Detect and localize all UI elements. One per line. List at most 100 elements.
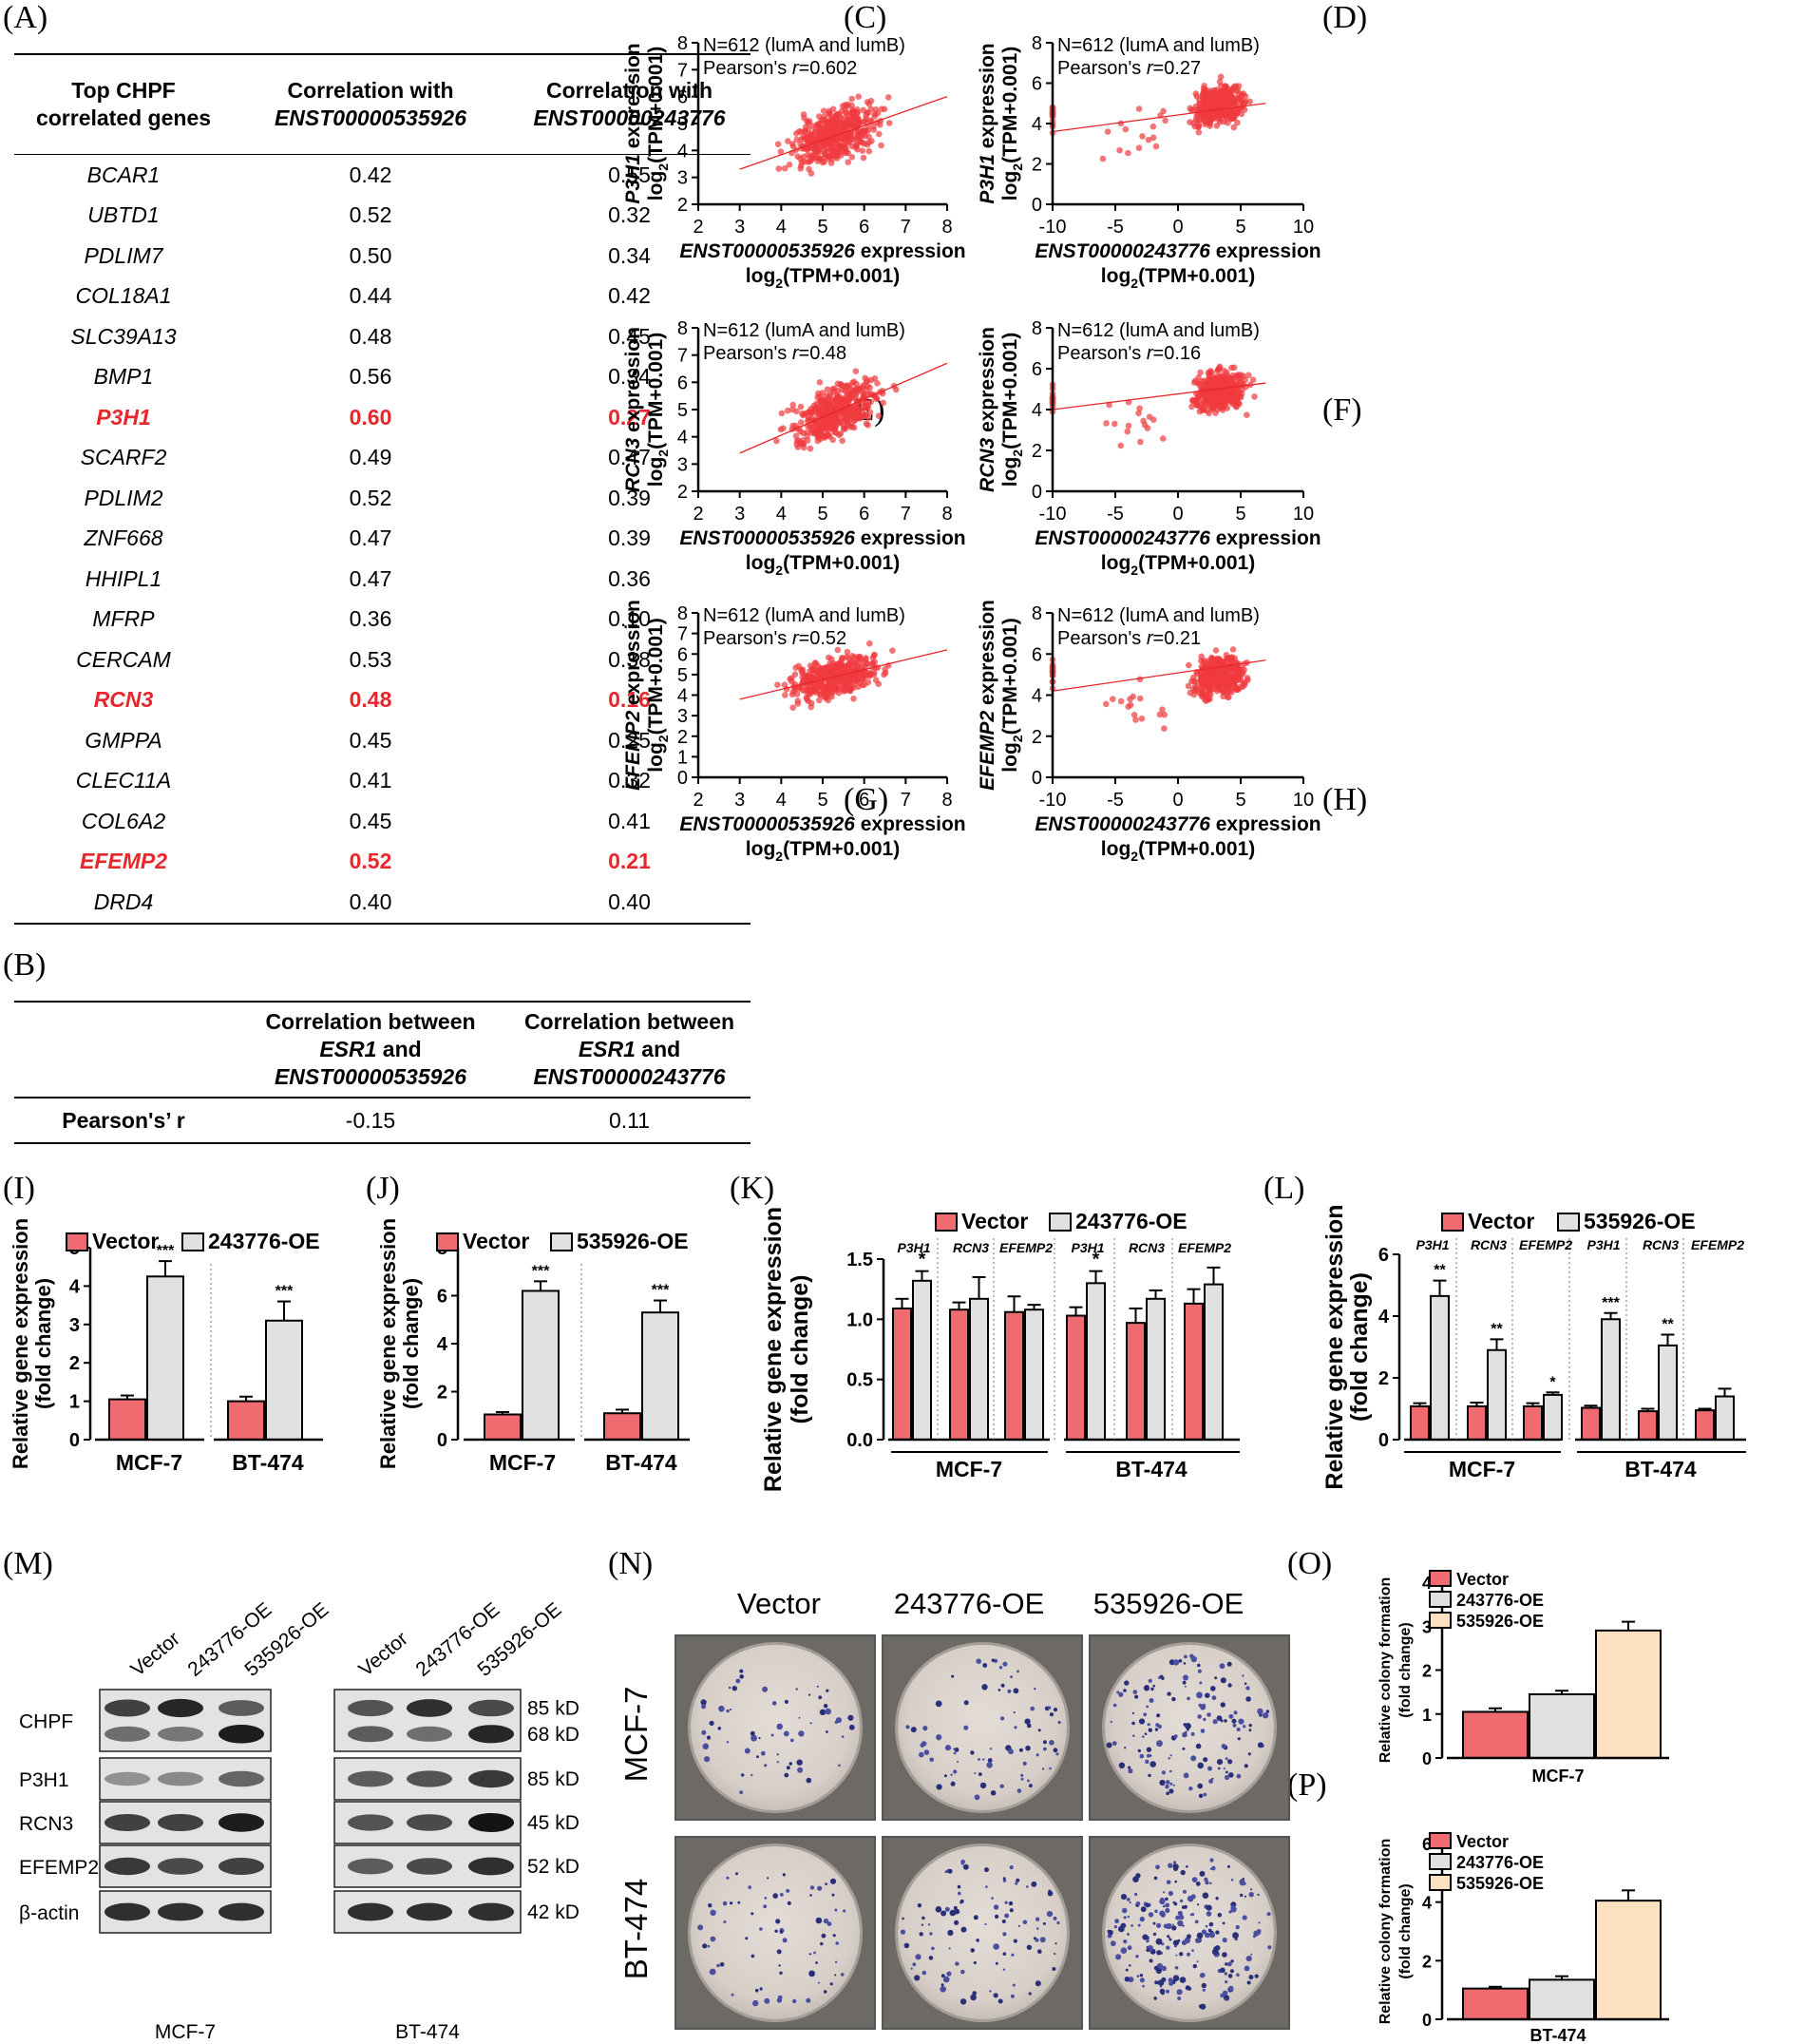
- data-point: [815, 434, 823, 441]
- colony-dot: [1183, 1723, 1188, 1727]
- gene-name: HHIPL1: [85, 565, 162, 591]
- colony-dot: [1188, 1986, 1192, 1991]
- data-point: [889, 647, 896, 654]
- rest: (TPM+0.001): [783, 838, 900, 860]
- header-243776-line2: ENST00000243776: [533, 105, 726, 130]
- colony-dot: [960, 1899, 964, 1903]
- colony-dot: [1266, 1912, 1271, 1917]
- colony-dot: [1036, 1927, 1039, 1930]
- colony-dot: [1230, 1904, 1236, 1910]
- colony-dot: [1190, 1755, 1197, 1762]
- data-point: [1125, 149, 1131, 157]
- table-row: COL6A2 0.45 0.41: [14, 801, 750, 842]
- colony-dot: [978, 1772, 982, 1776]
- protein-band: [407, 1902, 452, 1921]
- colony-dot: [1197, 1903, 1200, 1906]
- panel-label-a: (A): [3, 0, 48, 35]
- colony-dot: [1195, 1938, 1201, 1943]
- colony-dot: [1238, 1718, 1244, 1725]
- bar: [1601, 1318, 1621, 1441]
- colony-dot: [1166, 1922, 1172, 1930]
- colony-dot: [750, 1734, 757, 1742]
- colony-dot: [1182, 1924, 1185, 1927]
- corr-535926: 0.45: [349, 808, 392, 833]
- colony-dot: [834, 1908, 838, 1912]
- pearson-label: Pearson's r=0.52: [703, 628, 846, 649]
- header-esr1-243776-line3: ENST00000243776: [533, 1064, 726, 1089]
- colony-dot: [843, 1909, 846, 1913]
- corr-535926: 0.52: [349, 202, 392, 228]
- colony-dot: [1168, 1788, 1174, 1794]
- colony-dot: [735, 1678, 741, 1684]
- colony-dot: [1131, 1711, 1134, 1714]
- data-point: [838, 681, 846, 688]
- colony-dot: [1166, 1791, 1169, 1796]
- data-point: [775, 165, 783, 172]
- colony-dot: [1147, 1753, 1150, 1758]
- data-point: [843, 676, 849, 682]
- data-point: [819, 673, 826, 679]
- colony-dot: [764, 1997, 770, 2004]
- rest: (TPM+0.001): [999, 47, 1021, 163]
- bar: [1086, 1282, 1106, 1442]
- petri-dish: [1102, 1843, 1277, 2022]
- colony-dot: [744, 1748, 750, 1754]
- data-point: [808, 131, 814, 139]
- data-point: [1199, 93, 1206, 100]
- colony-dot: [741, 1773, 745, 1777]
- colony-dot: [902, 1917, 904, 1920]
- colony-dot: [1220, 1702, 1226, 1708]
- x-axis-transcript: ENST00000535926: [679, 813, 855, 835]
- y-tick-label: 8: [677, 603, 688, 624]
- y-tick-label: 2: [1378, 1368, 1389, 1389]
- header-esr1-535926-and: and: [382, 1037, 422, 1061]
- corr-243776: 0.32: [608, 202, 651, 228]
- colony-dot: [825, 1882, 827, 1885]
- colony-dot: [841, 1735, 845, 1738]
- data-point: [773, 437, 780, 445]
- panel-label-g: (G): [844, 782, 889, 817]
- gene-name: P3H1: [96, 404, 151, 430]
- data-point: [1212, 647, 1220, 654]
- colony-dot: [957, 1884, 961, 1889]
- colony-dot: [1155, 1864, 1160, 1870]
- colony-dots: [905, 1658, 1061, 1801]
- data-point: [854, 120, 862, 127]
- bar: [1146, 1297, 1166, 1442]
- y-axis-log-label: log2(TPM+0.001): [999, 333, 1025, 487]
- log: log: [999, 171, 1021, 201]
- colony-dot: [1107, 1929, 1111, 1933]
- colony-dot: [764, 1897, 767, 1900]
- colony-dot: [1002, 1661, 1008, 1667]
- pearson-r-value: =0.21: [1153, 628, 1202, 649]
- y-tick-label: 3: [69, 1315, 80, 1336]
- data-point: [798, 419, 805, 426]
- colony-dot: [817, 1885, 823, 1891]
- colony-dot: [834, 1960, 838, 1963]
- corr-535926: 0.53: [349, 646, 392, 672]
- colony-dot: [984, 1867, 989, 1873]
- colony-dot: [922, 1726, 928, 1731]
- colony-dot: [1124, 1680, 1130, 1686]
- data-point: [1231, 99, 1239, 105]
- corr-243776: 0.36: [608, 565, 651, 591]
- data-point: [832, 417, 840, 425]
- colony-dot: [1190, 1894, 1196, 1900]
- bar: [1529, 1978, 1595, 2020]
- gene-label: P3H1: [1416, 1237, 1449, 1252]
- colony-dot: [989, 1748, 993, 1750]
- colony-dot: [1228, 1772, 1234, 1778]
- regression-line: [1052, 382, 1266, 411]
- data-point: [1238, 110, 1245, 118]
- colony-dot: [1173, 1901, 1178, 1906]
- y-tick-label: 0: [1422, 1749, 1432, 1768]
- table-body: BCAR1 0.42 0.55 UBTD1 0.52 0.32 PDLIM7 0.50 0.34…: [14, 155, 750, 923]
- colony-dot: [953, 1769, 958, 1774]
- x-axis-label: ENST00000535926 expression: [679, 527, 965, 549]
- colony-dot: [1179, 1952, 1184, 1957]
- data-point: [825, 123, 831, 130]
- colony-dot: [745, 1937, 749, 1940]
- colony-dot: [927, 1923, 931, 1926]
- colony-dot: [1046, 1911, 1054, 1918]
- x-axis-label: ENST00000535926 expression: [679, 813, 965, 835]
